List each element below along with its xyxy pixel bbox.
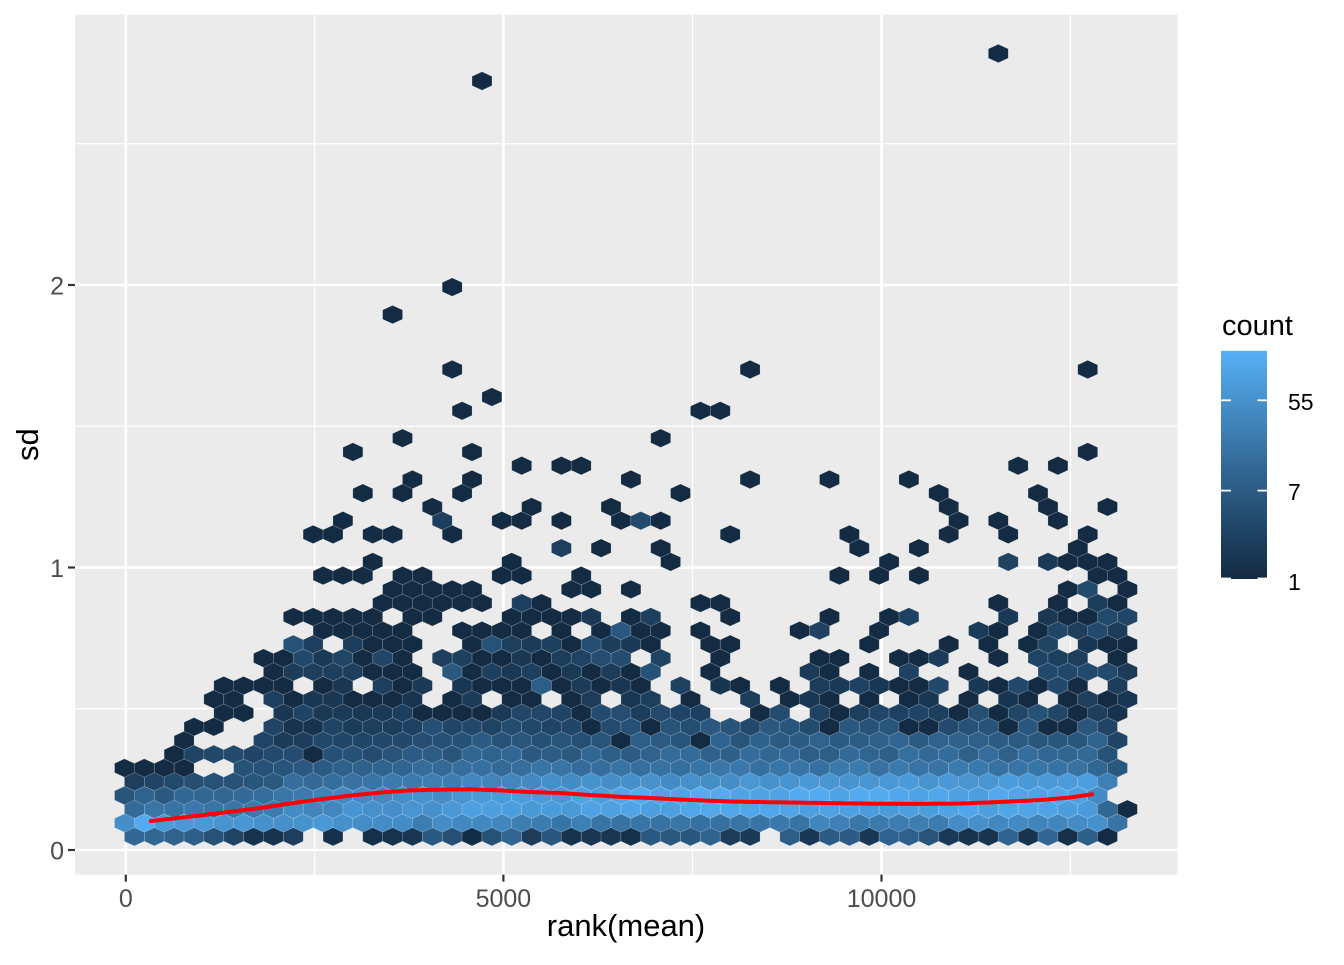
svg-text:sd: sd bbox=[10, 428, 45, 461]
svg-text:2: 2 bbox=[50, 273, 64, 301]
svg-text:10000: 10000 bbox=[847, 885, 917, 913]
svg-text:0: 0 bbox=[119, 885, 133, 913]
svg-text:55: 55 bbox=[1288, 389, 1314, 415]
svg-text:rank(mean): rank(mean) bbox=[547, 908, 706, 943]
svg-text:1: 1 bbox=[1288, 569, 1301, 595]
svg-text:count: count bbox=[1222, 310, 1293, 342]
svg-text:7: 7 bbox=[1288, 479, 1301, 505]
svg-text:5000: 5000 bbox=[476, 885, 532, 913]
svg-text:0: 0 bbox=[50, 838, 64, 866]
svg-text:1: 1 bbox=[50, 555, 64, 583]
